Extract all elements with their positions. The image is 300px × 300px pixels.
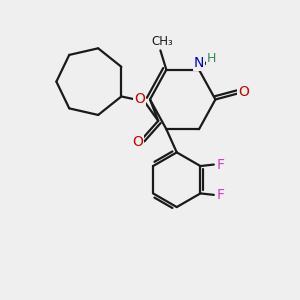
Text: F: F	[216, 188, 224, 202]
Text: F: F	[216, 158, 224, 172]
Text: O: O	[238, 85, 249, 99]
Text: CH₃: CH₃	[151, 35, 173, 48]
Text: O: O	[132, 135, 143, 149]
Text: H: H	[207, 52, 216, 65]
Text: O: O	[134, 92, 145, 106]
Text: N: N	[194, 56, 204, 70]
